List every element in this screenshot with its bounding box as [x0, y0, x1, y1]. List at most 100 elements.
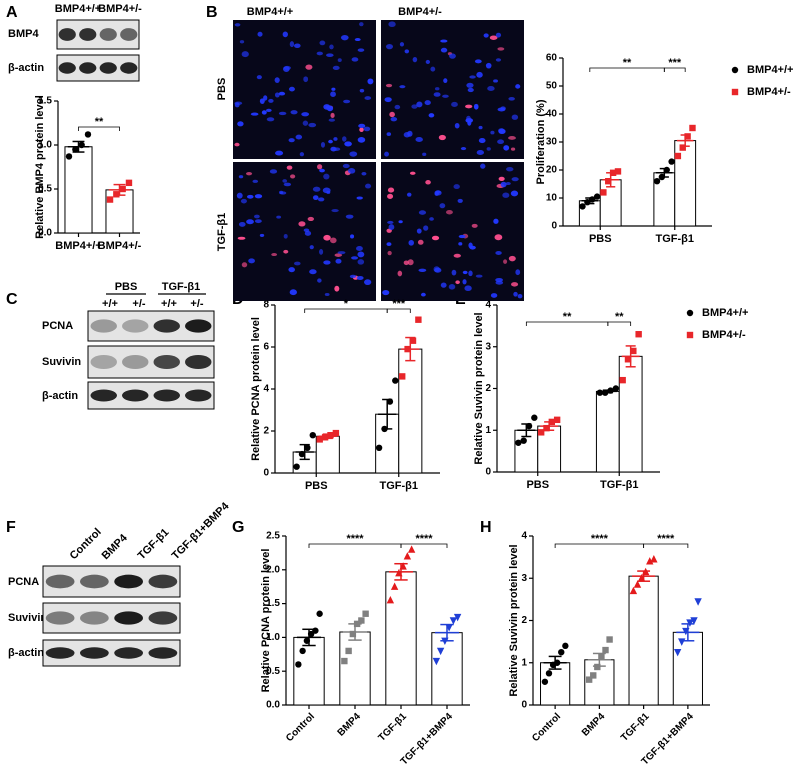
y-tick-label: 1 — [485, 425, 491, 436]
blot-band — [99, 62, 117, 74]
blot-band — [185, 319, 212, 333]
nucleus — [438, 134, 446, 141]
data-point — [321, 434, 329, 441]
nucleus — [389, 111, 395, 118]
blot-band — [90, 354, 117, 370]
nucleus — [434, 87, 440, 91]
blot-group-label: TGF-β1 — [162, 281, 201, 293]
nucleus — [440, 47, 448, 53]
nucleus — [337, 251, 346, 255]
nucleus — [265, 108, 272, 113]
nucleus — [298, 221, 306, 227]
nucleus — [320, 141, 326, 148]
nucleus — [489, 35, 498, 40]
y-tick-label: 2 — [263, 426, 269, 437]
nucleus — [337, 58, 342, 62]
panel-letter: C — [6, 291, 18, 308]
nucleus — [495, 58, 502, 62]
nucleus — [467, 87, 474, 93]
blot-band — [58, 28, 76, 41]
nucleus — [304, 230, 312, 236]
bar — [385, 571, 417, 706]
nucleus — [347, 168, 356, 174]
data-point — [390, 582, 399, 590]
y-axis-label: Relative BMP4 protein level — [34, 95, 46, 239]
nucleus — [409, 171, 416, 175]
blot-column-label: BMP4 — [100, 531, 131, 562]
data-point — [531, 414, 538, 421]
nucleus — [283, 233, 288, 239]
nucleus — [279, 191, 287, 195]
nucleus — [238, 221, 246, 227]
nucleus — [445, 209, 453, 215]
nucleus — [283, 182, 292, 187]
nucleus — [309, 245, 314, 250]
nucleus — [494, 234, 503, 241]
data-point — [624, 356, 632, 363]
nucleus — [394, 104, 401, 110]
nucleus — [503, 145, 510, 151]
nucleus — [330, 112, 335, 118]
nucleus — [425, 59, 430, 65]
data-point — [84, 131, 92, 138]
blot-band — [153, 389, 180, 402]
data-point — [415, 316, 422, 323]
data-point — [106, 196, 114, 203]
nucleus — [508, 136, 516, 140]
blot-band — [99, 28, 117, 41]
nucleus — [364, 96, 372, 100]
y-tick-label: 2 — [485, 383, 491, 394]
blot-band — [90, 389, 117, 402]
nucleus — [254, 194, 263, 199]
nucleus — [319, 168, 325, 173]
legend-label: BMP4+/+ — [702, 307, 748, 319]
nucleus — [390, 117, 398, 122]
nucleus — [442, 94, 449, 98]
nucleus — [485, 62, 492, 69]
blot-band — [45, 611, 75, 625]
data-point — [731, 88, 739, 96]
nucleus — [480, 163, 486, 169]
significance-label: **** — [657, 533, 675, 545]
nucleus — [433, 92, 441, 97]
blot-band — [153, 319, 180, 333]
nucleus — [289, 289, 297, 296]
data-point — [600, 189, 607, 196]
nucleus — [331, 209, 339, 213]
data-point — [614, 168, 622, 175]
nucleus — [334, 285, 340, 292]
nucleus — [323, 173, 330, 180]
data-point — [686, 331, 694, 339]
nucleus — [399, 42, 405, 47]
blot-band — [122, 389, 149, 402]
nucleus — [305, 64, 313, 70]
nucleus — [290, 110, 298, 115]
nucleus — [384, 97, 392, 103]
nucleus — [286, 165, 293, 170]
blot-band — [58, 62, 76, 74]
data-point — [316, 610, 323, 617]
nucleus — [329, 44, 334, 50]
nucleus — [358, 123, 366, 129]
significance-label: * — [344, 298, 349, 310]
nucleus — [344, 141, 352, 147]
nucleus — [290, 174, 296, 179]
y-tick-label: 2.0 — [266, 564, 280, 575]
nucleus — [302, 120, 309, 126]
nucleus — [268, 98, 274, 103]
blot-group-label: PBS — [115, 281, 138, 293]
data-point — [449, 617, 458, 625]
nucleus — [256, 75, 262, 80]
x-tick-label: PBS — [305, 480, 328, 492]
blot-column-label: +/- — [132, 298, 145, 310]
blot-band — [79, 611, 109, 625]
nucleus — [357, 137, 366, 143]
nucleus — [443, 78, 448, 84]
data-point — [65, 153, 73, 160]
nucleus — [387, 193, 394, 199]
significance-bracket — [400, 543, 448, 548]
nucleus — [238, 175, 244, 179]
y-tick-label: 3 — [521, 573, 527, 584]
nucleus — [411, 104, 418, 109]
blot-band — [45, 647, 75, 659]
